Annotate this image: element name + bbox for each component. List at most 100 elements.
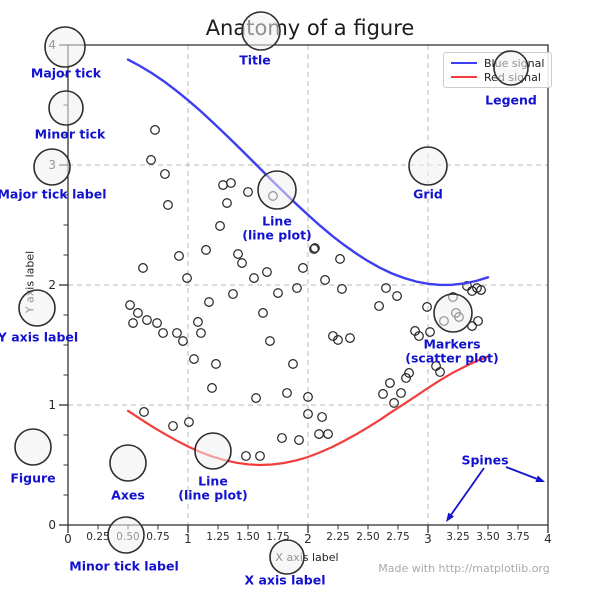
scatter-marker	[404, 368, 414, 378]
scatter-marker	[139, 407, 149, 417]
x-minor-tick-label: 1.25	[206, 531, 230, 543]
figure-title: Anatomy of a figure	[205, 16, 415, 40]
scatter-marker	[178, 336, 188, 346]
scatter-marker	[138, 263, 148, 273]
scatter-marker	[174, 251, 184, 261]
scatter-marker	[392, 291, 402, 301]
scatter-marker	[196, 328, 206, 338]
scatter-marker	[228, 289, 238, 299]
annotation-label-spines: Spines	[461, 452, 509, 468]
annotation-label-title: Title	[239, 52, 271, 68]
scatter-marker	[204, 297, 214, 307]
x-minor-tick-label: 0.75	[146, 531, 170, 543]
x-minor-tick-label: 2.25	[326, 531, 350, 543]
x-major-tick-label: 2	[304, 532, 312, 546]
scatter-marker	[258, 308, 268, 318]
scatter-marker	[323, 429, 333, 439]
scatter-marker	[237, 258, 247, 268]
red-line-sample-icon	[451, 76, 477, 78]
scatter-marker	[150, 125, 160, 135]
annotation-label-legend: Legend	[485, 92, 537, 108]
scatter-marker	[184, 417, 194, 427]
scatter-marker	[125, 300, 135, 310]
scatter-marker	[207, 383, 217, 393]
scatter-marker	[152, 318, 162, 328]
scatter-marker	[473, 316, 483, 326]
annotation-label-minor-tick: Minor tick	[34, 126, 106, 142]
x-minor-tick-label: 1.50	[236, 531, 260, 543]
scatter-marker	[158, 328, 168, 338]
scatter-marker	[396, 388, 406, 398]
x-minor-tick-label: 2.50	[356, 531, 380, 543]
scatter-marker	[310, 243, 320, 253]
scatter-marker	[172, 328, 182, 338]
annotation-label-line-plot-lower: Line (line plot)	[178, 473, 248, 502]
annotation-label-grid: Grid	[413, 186, 443, 202]
scatter-marker	[337, 284, 347, 294]
scatter-marker	[435, 367, 445, 377]
x-major-tick-label: 3	[424, 532, 432, 546]
scatter-marker	[381, 283, 391, 293]
scatter-marker	[233, 249, 243, 259]
blue-signal-line	[126, 58, 490, 287]
scatter-marker	[265, 336, 275, 346]
scatter-marker	[282, 388, 292, 398]
scatter-marker	[262, 267, 272, 277]
x-minor-tick-label: 3.25	[446, 531, 470, 543]
scatter-marker	[133, 308, 143, 318]
scatter-marker	[288, 359, 298, 369]
scatter-marker	[401, 373, 411, 383]
scatter-marker	[335, 254, 345, 264]
scatter-marker	[142, 315, 152, 325]
scatter-marker	[163, 200, 173, 210]
y-major-tick-label: 2	[48, 278, 56, 292]
x-major-tick-label: 4	[544, 532, 552, 546]
y-major-tick-label: 1	[48, 398, 56, 412]
annotation-label-axes: Axes	[111, 487, 145, 503]
annotation-label-major-tick: Major tick	[30, 65, 102, 81]
scatter-marker	[201, 245, 211, 255]
annotation-label-figure: Figure	[10, 470, 56, 486]
x-minor-tick-label: 3.75	[506, 531, 530, 543]
scatter-marker	[414, 331, 424, 341]
x-major-tick-label: 1	[184, 532, 192, 546]
scatter-marker	[215, 221, 225, 231]
scatter-marker	[422, 302, 432, 312]
blue-line-sample-icon	[451, 62, 477, 64]
scatter-marker	[128, 318, 138, 328]
scatter-marker	[345, 333, 355, 343]
scatter-marker	[189, 354, 199, 364]
x-minor-tick-label: 0.25	[86, 531, 110, 543]
annotation-label-line-plot-upper: Line (line plot)	[242, 213, 312, 242]
scatter-marker	[243, 187, 253, 197]
scatter-marker	[251, 393, 261, 403]
scatter-marker	[298, 263, 308, 273]
x-minor-tick-label: 3.50	[476, 531, 500, 543]
scatter-marker	[146, 155, 156, 165]
scatter-marker	[378, 389, 388, 399]
scatter-marker	[249, 273, 259, 283]
annotation-label-y-axis-label: Y axis label	[0, 329, 79, 345]
scatter-marker	[320, 275, 330, 285]
scatter-marker	[255, 451, 265, 461]
scatter-marker	[226, 178, 236, 188]
scatter-marker	[222, 198, 232, 208]
scatter-marker	[317, 412, 327, 422]
scatter-marker	[374, 301, 384, 311]
annotation-label-x-axis-label: X axis label	[244, 572, 326, 588]
matplotlib-credit: Made with http://matplotlib.org	[378, 562, 550, 575]
x-major-tick-label: 0	[64, 532, 72, 546]
red-signal-line	[126, 355, 490, 467]
scatter-marker	[385, 378, 395, 388]
scatter-marker	[211, 359, 221, 369]
scatter-marker	[292, 283, 302, 293]
annotation-label-minor-tick-label: Minor tick label	[69, 558, 179, 574]
scatter-marker	[303, 392, 313, 402]
annotation-label-markers: Markers (scatter plot)	[405, 336, 499, 365]
scatter-marker	[389, 398, 399, 408]
scatter-marker	[476, 285, 486, 295]
scatter-marker	[303, 409, 313, 419]
x-minor-tick-label: 2.75	[386, 531, 410, 543]
annotation-label-major-tick-label: Major tick label	[0, 186, 107, 202]
